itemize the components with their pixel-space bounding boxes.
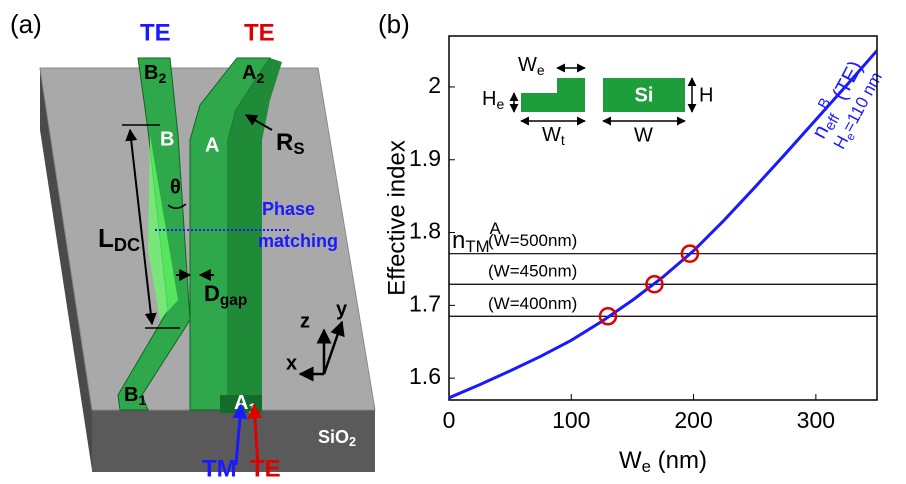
panel-b: (b) Effective index We (nm) nTMA neffB (… <box>378 9 889 477</box>
axis-label: x <box>286 352 297 374</box>
inset: Si We He Wt H W <box>482 54 713 147</box>
panel-a: (a) TE TE B2 A2 B1 A1 B A RS LDC θ Phase… <box>10 9 375 482</box>
figure: (a) TE TE B2 A2 B1 A1 B A RS LDC θ Phase… <box>0 0 906 484</box>
reference-label: (W=400nm) <box>488 294 577 313</box>
reference-label: (W=500nm) <box>488 231 577 250</box>
phase-label: Phase <box>262 199 315 219</box>
inset-label: H <box>699 84 713 106</box>
x-tick-label: 200 <box>674 407 712 433</box>
axis-label: y <box>336 298 348 320</box>
inset-label: We <box>518 54 545 77</box>
y-axis-label: Effective index <box>383 140 410 296</box>
x-tick-label: 300 <box>797 407 835 433</box>
phase-label: matching <box>258 231 338 251</box>
inset-label: W <box>634 124 653 146</box>
y-tick-label: 1.8 <box>409 218 441 244</box>
x-axis-label: We (nm) <box>619 447 707 476</box>
arm-label: A <box>205 134 219 156</box>
inset-label: Si <box>635 84 654 106</box>
inset-label: Wt <box>542 124 565 147</box>
output-label: TE <box>140 19 171 46</box>
input-label: TE <box>250 455 281 482</box>
y-tick-label: 1.6 <box>409 363 441 389</box>
y-tick-label: 1.9 <box>409 145 441 171</box>
x-tick-label: 0 <box>443 407 456 433</box>
arm-label: B <box>160 128 174 150</box>
y-tick-label: 2 <box>428 72 441 98</box>
x-tick-label: 100 <box>552 407 590 433</box>
inset-rib <box>521 78 585 112</box>
input-label: TM <box>202 455 237 482</box>
y-tick-label: 1.7 <box>409 290 441 316</box>
axis-label: z <box>300 310 310 332</box>
panel-label: (a) <box>10 9 42 39</box>
reference-label: (W=450nm) <box>488 262 577 281</box>
curve-label: neffB (TE) He=110 nm <box>802 54 889 153</box>
angle-label: θ <box>170 176 181 198</box>
output-label: TE <box>244 19 275 46</box>
panel-label: (b) <box>378 9 410 39</box>
inset-label: He <box>482 88 504 111</box>
